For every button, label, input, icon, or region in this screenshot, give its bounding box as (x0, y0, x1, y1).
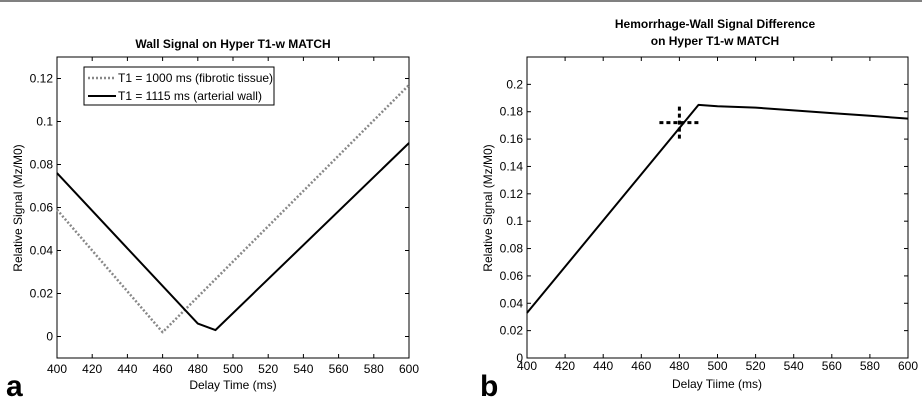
y-tick-label: 0.2 (506, 77, 523, 91)
series-line-0 (526, 103, 909, 314)
x-tick-label: 500 (707, 359, 727, 373)
y-tick-label: 0.14 (500, 159, 524, 173)
y-tick-label: 0.08 (30, 158, 54, 172)
panel-a-ticks: 400 420 440 460 480 500 520 540 560 580 600 0 0.02 0.… (30, 57, 419, 376)
legend-label-arterial: T1 = 1115 ms (arterial wall) (118, 89, 262, 103)
panel-b-xlabel: Delay Tiime (ms) (672, 377, 762, 391)
panel-a-lines (56, 84, 410, 334)
panel-a-xlabel: Delay Time (ms) (189, 378, 276, 392)
x-tick-label: 440 (117, 362, 137, 376)
x-tick-label: 560 (329, 362, 349, 376)
x-tick-label: 420 (82, 362, 102, 376)
y-tick-label: 0.02 (30, 287, 54, 301)
panel-b-title: Hemorrhage-Wall Signal Difference (615, 17, 816, 31)
y-tick-label: 0.06 (30, 201, 54, 215)
x-tick-label: 400 (47, 362, 67, 376)
panel-b-ylabel: Relative Signal (Mz/M0) (481, 144, 495, 271)
panel-a: Wall Signal on Hyper T1-w MATCH 400 420 44… (6, 37, 419, 400)
x-tick-label: 520 (746, 359, 766, 373)
x-tick-label: 580 (860, 359, 880, 373)
x-tick-label: 460 (153, 362, 173, 376)
panel-b-plot-area (526, 56, 909, 359)
y-tick-label: 0 (46, 330, 53, 344)
y-tick-label: 0.1 (506, 214, 523, 228)
y-tick-label: 0.06 (500, 269, 524, 283)
y-tick-label: 0.02 (500, 324, 524, 338)
x-tick-label: 600 (399, 362, 419, 376)
x-tick-label: 440 (593, 359, 613, 373)
legend-label-fibrotic: T1 = 1000 ms (fibrotic tissue) (118, 71, 273, 85)
x-tick-label: 500 (223, 362, 243, 376)
y-tick-label: 0.04 (30, 244, 54, 258)
y-tick-label: 0.04 (500, 296, 524, 310)
y-tick-label: 0.1 (36, 115, 53, 129)
series-line-0 (56, 84, 410, 334)
x-tick-label: 480 (669, 359, 689, 373)
panel-a-legend: T1 = 1000 ms (fibrotic tissue) T1 = 1115… (83, 66, 275, 106)
x-tick-label: 400 (517, 359, 537, 373)
x-tick-label: 520 (258, 362, 278, 376)
x-tick-label: 580 (364, 362, 384, 376)
panel-a-label: a (6, 370, 23, 400)
x-tick-label: 540 (784, 359, 804, 373)
panel-b-label: b (480, 370, 498, 400)
panel-b-lines (526, 103, 909, 314)
y-tick-label: 0 (516, 351, 523, 365)
panel-b: Hemorrhage-Wall Signal Difference on Hyp… (480, 17, 918, 400)
y-tick-label: 0.16 (500, 132, 524, 146)
x-tick-label: 460 (631, 359, 651, 373)
y-tick-label: 0.08 (500, 242, 524, 256)
panel-a-title: Wall Signal on Hyper T1-w MATCH (135, 37, 330, 51)
y-tick-label: 0.12 (500, 187, 524, 201)
legend-box (83, 66, 275, 106)
panel-a-ylabel: Relative Signal (Mz/M0) (11, 144, 25, 271)
panel-b-ticks: 400 420 440 460 480 500 520 540 560 580 600 0 0.02 0.… (500, 57, 918, 373)
x-tick-label: 420 (555, 359, 575, 373)
panel-b-subtitle: on Hyper T1-w MATCH (651, 34, 779, 48)
panel-b-crosshair-marker (659, 106, 700, 139)
series-line-1 (56, 142, 410, 332)
x-tick-label: 540 (293, 362, 313, 376)
y-tick-label: 0.12 (30, 72, 54, 86)
x-tick-label: 560 (822, 359, 842, 373)
y-tick-label: 0.18 (500, 105, 524, 119)
x-tick-label: 480 (188, 362, 208, 376)
x-tick-label: 600 (898, 359, 918, 373)
